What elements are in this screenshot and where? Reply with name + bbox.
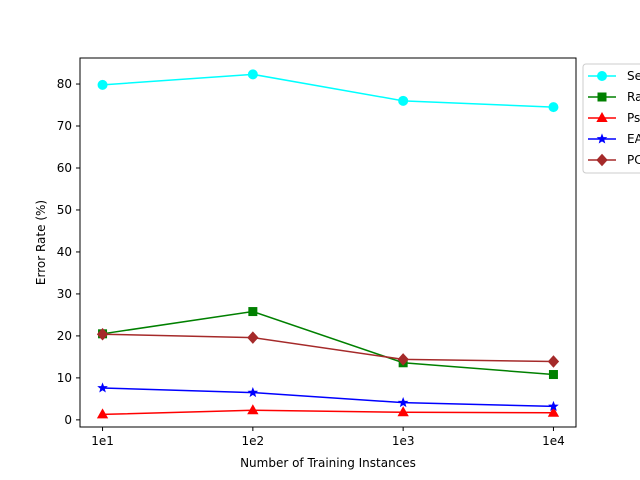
series-line-pc bbox=[102, 333, 554, 363]
x-tick-label: 1e3 bbox=[392, 434, 415, 448]
legend-label-se: Se bbox=[627, 69, 640, 83]
y-tick-label: 20 bbox=[57, 329, 72, 343]
legend-marker-se bbox=[597, 71, 607, 81]
y-tick-label: 70 bbox=[57, 119, 72, 133]
legend-marker-ps bbox=[596, 111, 608, 122]
series-se bbox=[97, 69, 559, 113]
y-axis: 0 10 20 30 40 50 60 70 80 bbox=[57, 77, 80, 427]
data-point-se bbox=[548, 102, 559, 113]
series-line-ps bbox=[102, 409, 554, 416]
series-ea bbox=[97, 382, 559, 411]
data-point-pc bbox=[247, 331, 259, 344]
series-line-ea bbox=[102, 387, 554, 408]
y-axis-label: Error Rate (%) bbox=[34, 200, 48, 285]
series-line-se bbox=[102, 73, 554, 108]
series-layer bbox=[96, 69, 560, 419]
data-point-ea bbox=[397, 397, 409, 408]
legend-marker-pc bbox=[596, 153, 608, 167]
x-tick-label: 1e2 bbox=[242, 434, 265, 448]
data-point-ra bbox=[548, 370, 558, 380]
y-tick-label: 40 bbox=[57, 245, 72, 259]
y-tick-label: 10 bbox=[57, 371, 72, 385]
y-tick-label: 50 bbox=[57, 203, 72, 217]
x-axis: 1e1 1e2 1e3 1e4 bbox=[91, 427, 565, 448]
legend-label-ps: Ps bbox=[627, 111, 640, 125]
data-point-se bbox=[398, 95, 409, 106]
data-point-ps bbox=[247, 404, 259, 415]
legend-entry-ra: Ra bbox=[588, 90, 640, 104]
data-point-pc bbox=[397, 353, 409, 366]
x-axis-label: Number of Training Instances bbox=[240, 456, 416, 470]
data-point-se bbox=[97, 79, 108, 90]
series-ps bbox=[96, 404, 560, 419]
legend-label-ea: EA bbox=[627, 132, 640, 146]
legend-entry-pc: PC bbox=[588, 153, 640, 167]
legend-marker-ra bbox=[597, 92, 607, 102]
data-point-se bbox=[247, 69, 258, 80]
data-point-ea bbox=[97, 382, 108, 393]
data-point-ra bbox=[248, 307, 258, 317]
data-point-ps bbox=[397, 406, 409, 417]
legend-entry-ea: EA bbox=[588, 132, 640, 146]
legend-marker-ea bbox=[596, 133, 608, 144]
y-tick-label: 60 bbox=[57, 161, 72, 175]
series-pc bbox=[96, 327, 560, 368]
legend-label-pc: PC bbox=[627, 153, 640, 167]
x-tick-label: 1e1 bbox=[91, 434, 114, 448]
legend-label-ra: Ra bbox=[627, 90, 640, 104]
legend-entry-se: Se bbox=[588, 69, 640, 83]
data-point-ea bbox=[548, 400, 559, 411]
data-point-ea bbox=[247, 386, 259, 398]
axes-frame bbox=[79, 57, 577, 428]
series-ra bbox=[98, 307, 558, 380]
data-point-pc bbox=[96, 327, 109, 341]
y-tick-label: 0 bbox=[64, 413, 72, 427]
series-line-ra bbox=[102, 310, 554, 376]
legend: Se Ra Ps EA PC bbox=[582, 63, 640, 174]
y-tick-label: 80 bbox=[57, 77, 72, 91]
x-tick-label: 1e4 bbox=[542, 434, 565, 448]
data-point-ps bbox=[96, 408, 109, 419]
legend-entry-ps: Ps bbox=[588, 111, 640, 125]
y-tick-label: 30 bbox=[57, 287, 72, 301]
data-point-pc bbox=[547, 355, 560, 368]
data-point-ps bbox=[547, 406, 560, 417]
